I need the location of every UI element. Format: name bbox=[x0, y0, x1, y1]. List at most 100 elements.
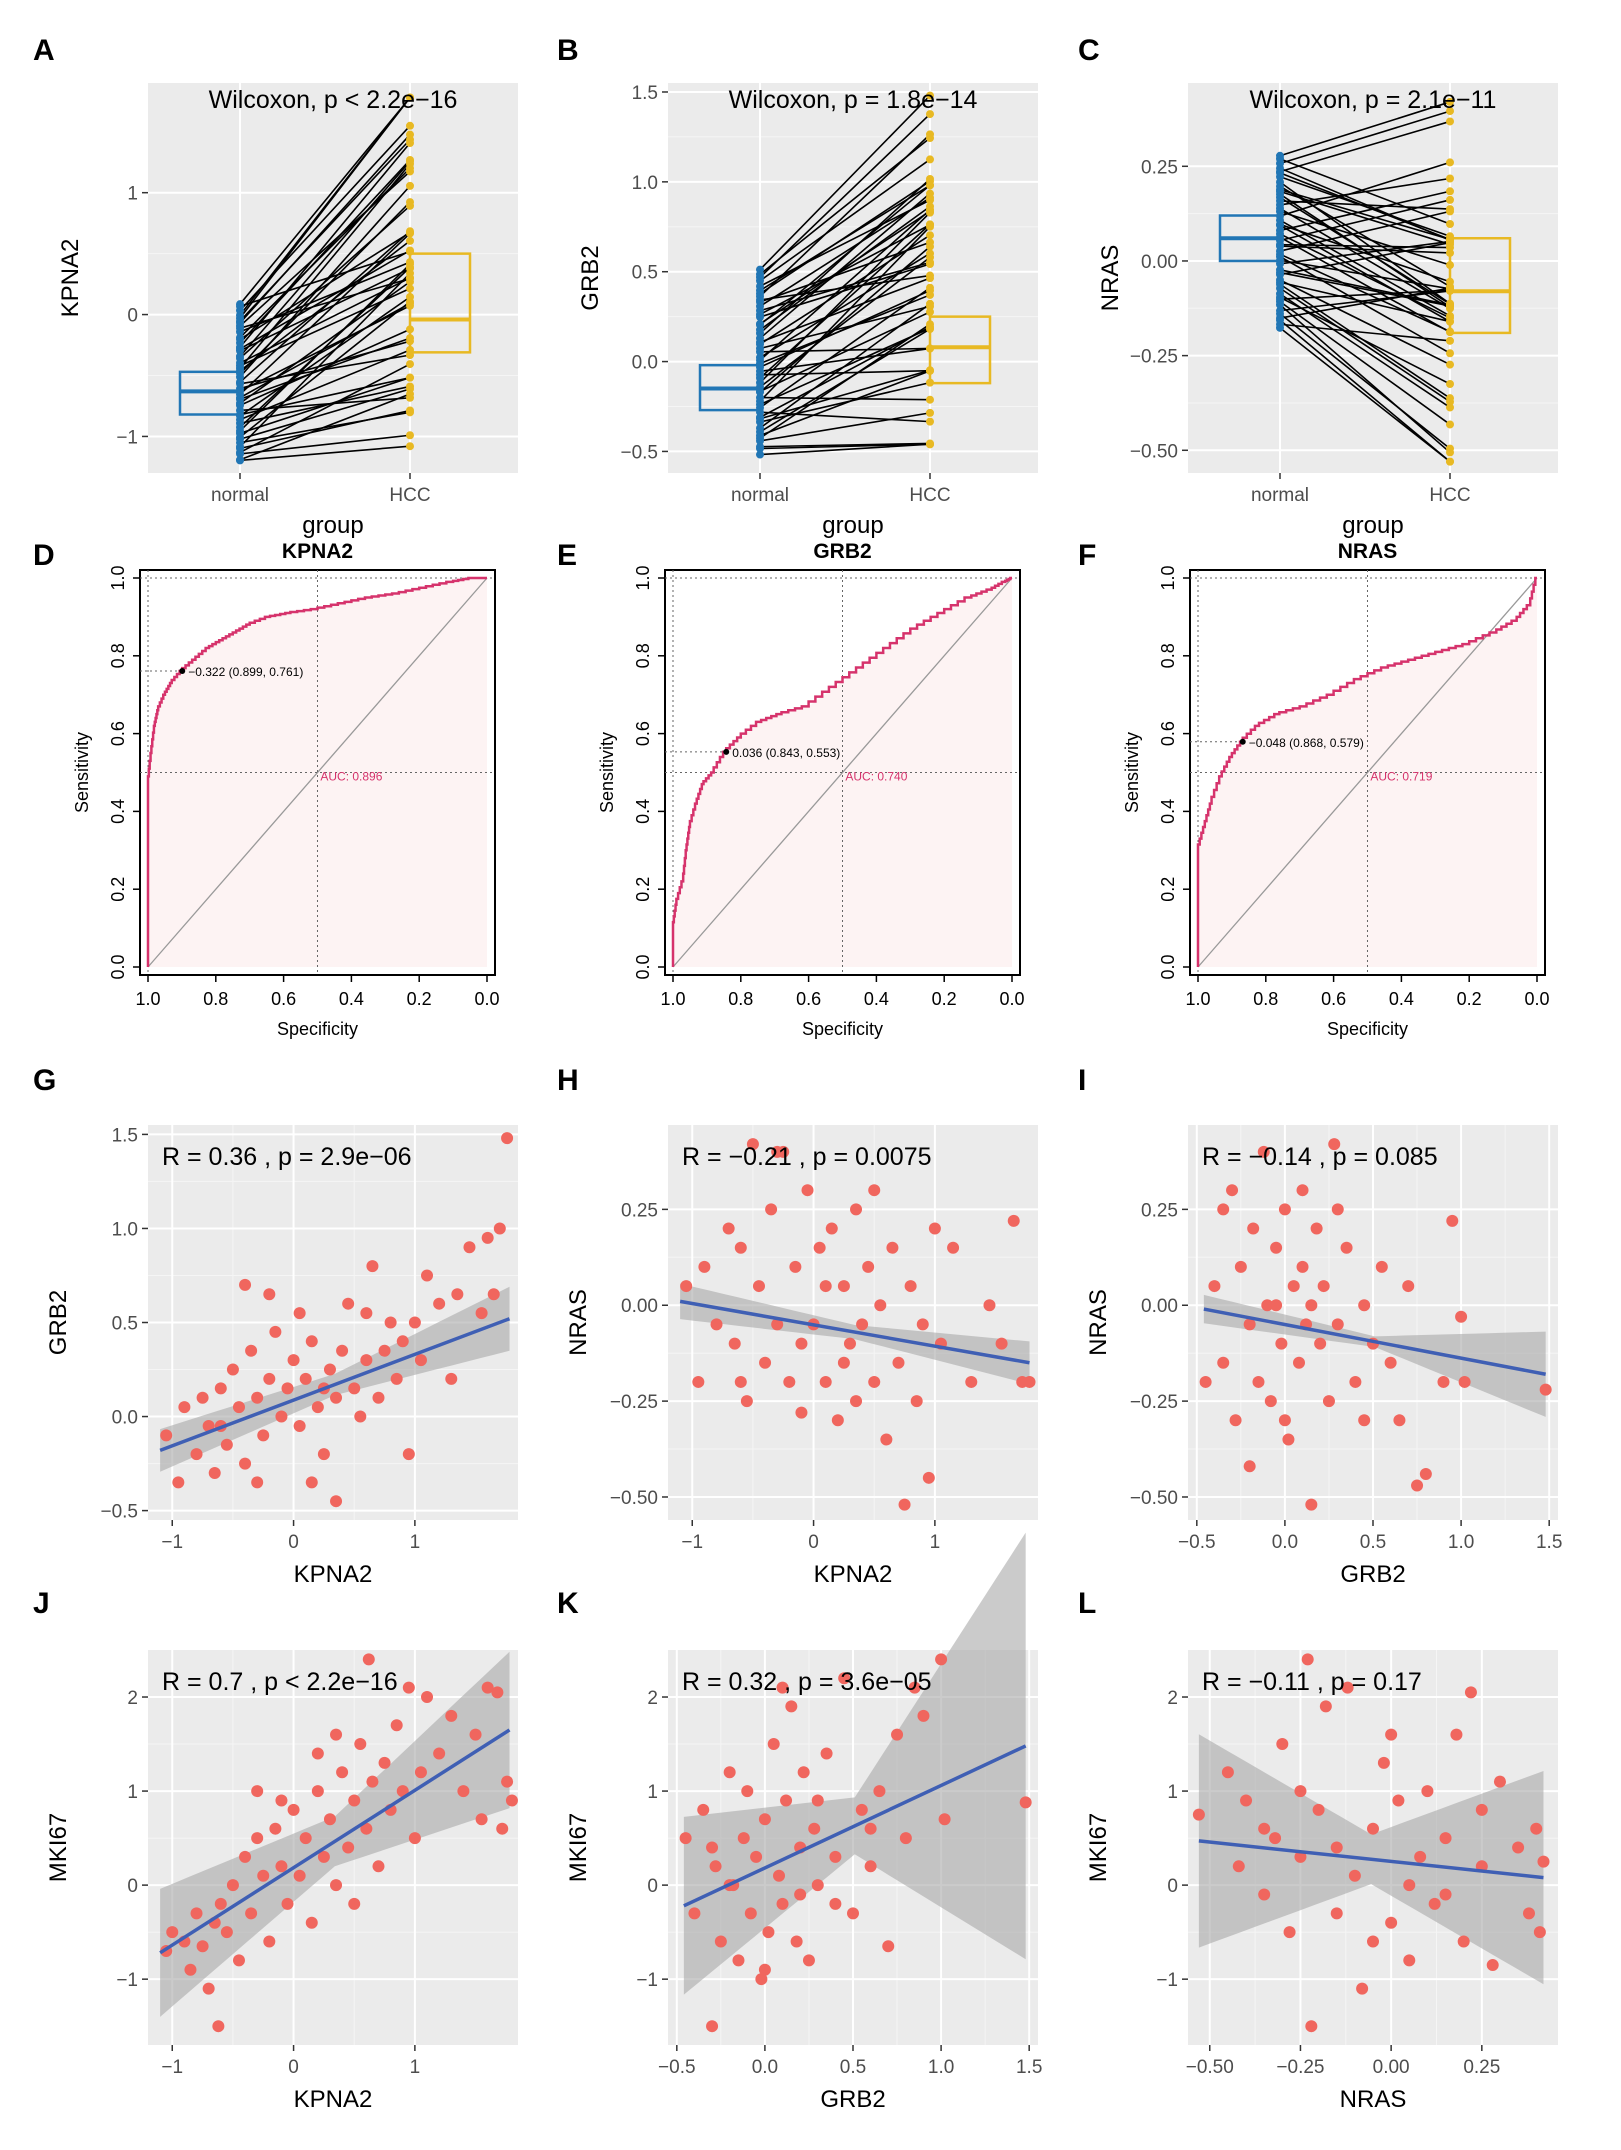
panel-h: H −0.50 −0.25 0.00 0.25 −1 0 1 R = −0.21 , p = 0… bbox=[557, 1064, 1038, 1588]
panel-b: B −0.5 0.0 0.5 1.0 1.5 normal HCC Wilcoxon, p = … bbox=[557, 34, 1038, 539]
pair-line bbox=[759, 199, 931, 287]
scatter-point bbox=[734, 1375, 747, 1388]
scatter-point bbox=[501, 1775, 514, 1788]
x-tick-label: 0.6 bbox=[271, 989, 296, 1009]
hcc-point bbox=[406, 337, 414, 346]
scatter-point bbox=[1455, 1310, 1468, 1323]
pair-line bbox=[759, 305, 931, 350]
scatter-point bbox=[281, 1382, 294, 1395]
pair-line bbox=[1279, 327, 1451, 463]
scatter-point bbox=[481, 1681, 494, 1694]
panel-letter: E bbox=[557, 539, 577, 572]
confidence-band bbox=[683, 1532, 1026, 1995]
pair-line bbox=[239, 411, 411, 444]
scatter-point bbox=[491, 1686, 504, 1699]
scatter-point bbox=[850, 1203, 863, 1216]
scatter-points bbox=[1192, 1653, 1550, 2033]
x-axis-title: NRAS bbox=[1340, 2086, 1407, 2113]
x-tick-label: −0.50 bbox=[1186, 2057, 1234, 2078]
pair-line bbox=[1279, 110, 1451, 165]
panel-j: J −1 0 1 2 −1 0 1 R = 0.7 , p < 2.2e−16 KPNA2 MKI6… bbox=[33, 1587, 518, 2113]
y-tick-label: 0.8 bbox=[633, 643, 653, 668]
confidence-band bbox=[680, 1283, 1030, 1385]
scatter-point bbox=[1437, 1375, 1450, 1388]
x-tick-label: 0.4 bbox=[864, 989, 889, 1009]
pair-line bbox=[1279, 193, 1451, 308]
y-tick-label: 1.5 bbox=[632, 83, 658, 104]
scatter-point bbox=[965, 1375, 978, 1388]
scatter-point bbox=[190, 1448, 203, 1461]
scatter-point bbox=[1278, 1203, 1291, 1216]
y-axis-title: NRAS bbox=[1097, 245, 1124, 312]
scatter-point bbox=[178, 1401, 191, 1414]
auc-label: AUC: 0.740 bbox=[845, 769, 907, 783]
scatter-point bbox=[226, 1363, 239, 1376]
scatter-point bbox=[864, 1860, 877, 1873]
scatter-point bbox=[1023, 1375, 1036, 1388]
hcc-point bbox=[1446, 394, 1454, 403]
x-axis-title: group bbox=[822, 512, 883, 539]
scatter-point bbox=[856, 1318, 869, 1331]
scatter-point bbox=[1208, 1280, 1221, 1293]
normal-point bbox=[1276, 306, 1284, 315]
hcc-point bbox=[926, 366, 934, 375]
scatter-point bbox=[348, 1382, 361, 1395]
scatter-points bbox=[160, 1132, 514, 1508]
scatter-point bbox=[1275, 1337, 1288, 1350]
hcc-point bbox=[1446, 282, 1454, 291]
scatter-point bbox=[362, 1653, 375, 1666]
pair-line bbox=[759, 287, 931, 409]
panel-letter: L bbox=[1078, 1587, 1096, 1620]
scatter-point bbox=[1358, 1414, 1371, 1427]
scatter-point bbox=[275, 1794, 288, 1807]
hcc-point bbox=[406, 121, 414, 130]
pair-line bbox=[759, 224, 931, 316]
scatter-point bbox=[910, 1395, 923, 1408]
scatter-point bbox=[305, 1476, 318, 1489]
auc-label: AUC: 0.896 bbox=[320, 769, 382, 783]
pair-line bbox=[239, 267, 411, 352]
scatter-point bbox=[1282, 1433, 1295, 1446]
regression-line bbox=[679, 1299, 1030, 1365]
pair-line bbox=[759, 184, 931, 326]
hcc-point bbox=[926, 231, 934, 240]
y-tick-label: 0.4 bbox=[1158, 799, 1178, 824]
scatter-point bbox=[323, 1813, 336, 1826]
hcc-point bbox=[1446, 360, 1454, 369]
scatter-point bbox=[245, 1344, 258, 1357]
scatter-point bbox=[1392, 1794, 1405, 1807]
x-tick-label: 0.25 bbox=[1463, 2057, 1500, 2078]
scatter-point bbox=[269, 1325, 282, 1338]
scatter-point bbox=[1261, 1299, 1274, 1312]
pair-line bbox=[239, 277, 411, 364]
regression-line bbox=[159, 1728, 511, 1955]
scatter-point bbox=[1450, 1728, 1463, 1741]
scatter-point bbox=[1457, 1935, 1470, 1948]
panel-letter: G bbox=[33, 1064, 56, 1097]
y-tick-label: 0.6 bbox=[633, 721, 653, 746]
pair-line bbox=[239, 445, 411, 462]
scatter-point bbox=[1512, 1841, 1525, 1854]
hcc-point bbox=[1446, 317, 1454, 326]
scatter-point bbox=[938, 1813, 951, 1826]
scatter-point bbox=[1537, 1855, 1550, 1868]
pair-line bbox=[759, 442, 931, 448]
y-tick-label: 0.5 bbox=[632, 263, 658, 284]
hcc-point bbox=[926, 408, 934, 417]
scatter-point bbox=[402, 1448, 415, 1461]
scatter-point bbox=[196, 1391, 209, 1404]
scatter-point bbox=[251, 1476, 264, 1489]
y-axis-title: NRAS bbox=[1085, 1289, 1112, 1356]
scatter-point bbox=[1305, 2020, 1318, 2033]
scatter-point bbox=[850, 1395, 863, 1408]
pair-line bbox=[1279, 300, 1451, 426]
scatter-point bbox=[1393, 1414, 1406, 1427]
y-tick-label: 1.0 bbox=[1158, 565, 1178, 590]
scatter-point bbox=[813, 1241, 826, 1254]
scatter-point bbox=[922, 1471, 935, 1484]
scatter-point bbox=[1293, 1356, 1305, 1369]
pair-line bbox=[239, 302, 411, 399]
scatter-point bbox=[330, 1495, 343, 1508]
y-tick-label: 1.0 bbox=[108, 565, 128, 590]
scatter-point bbox=[1385, 1728, 1398, 1741]
